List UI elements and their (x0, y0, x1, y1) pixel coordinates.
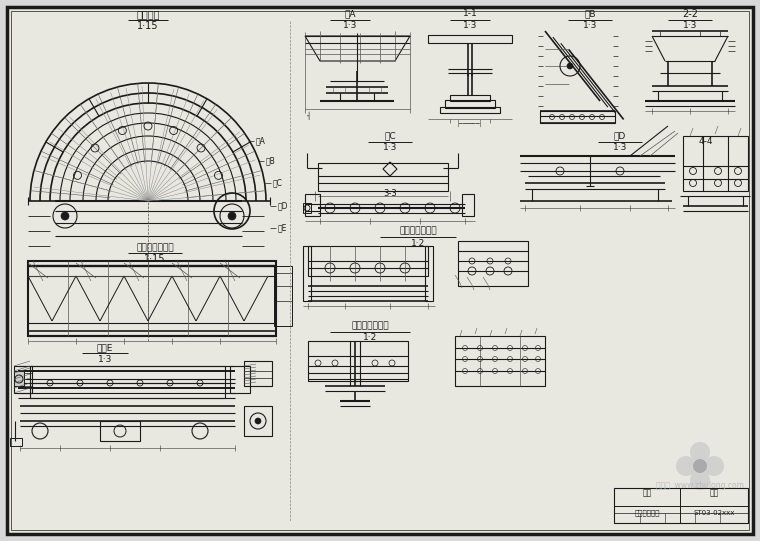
Text: 1·2: 1·2 (411, 239, 425, 247)
Bar (308, 341, 408, 381)
Text: 图名: 图名 (642, 489, 651, 498)
Bar (614, 488, 748, 523)
Text: 3-3: 3-3 (383, 189, 397, 199)
Circle shape (690, 470, 710, 490)
Text: 4-4: 4-4 (698, 136, 713, 146)
Circle shape (676, 456, 696, 476)
Bar (303, 246, 311, 301)
Text: 图号: 图号 (709, 489, 719, 498)
Text: 纵断面图: 纵断面图 (136, 9, 160, 19)
Bar (318, 163, 448, 191)
Text: ┤: ┤ (306, 112, 310, 120)
Text: 横A: 横A (344, 10, 356, 18)
Text: ST03-02xxx: ST03-02xxx (693, 510, 735, 516)
Text: 纵梁平面展示图: 纵梁平面展示图 (136, 243, 174, 253)
Bar (425, 246, 433, 301)
Text: 1·3: 1·3 (583, 22, 597, 30)
Bar (450, 95, 490, 101)
Text: ├──────┤: ├──────┤ (457, 120, 483, 127)
Bar (100, 421, 140, 441)
Bar (305, 194, 320, 216)
Text: 横D: 横D (278, 201, 289, 210)
Bar (455, 336, 545, 386)
Circle shape (255, 418, 261, 424)
Circle shape (61, 212, 69, 220)
Text: 1·3: 1·3 (343, 22, 357, 30)
Text: 横C: 横C (385, 131, 396, 141)
Bar (14, 371, 24, 386)
Text: 横断E: 横断E (97, 344, 113, 353)
Text: 横C: 横C (273, 179, 283, 188)
Circle shape (567, 63, 573, 69)
Bar (614, 513, 748, 523)
Text: 隧洞钢模台车: 隧洞钢模台车 (635, 510, 660, 516)
Text: 1·3: 1·3 (383, 143, 397, 153)
Text: 1-1: 1-1 (463, 10, 477, 18)
Bar (230, 366, 250, 393)
Bar (428, 35, 512, 43)
Circle shape (228, 212, 236, 220)
Bar (30, 366, 225, 398)
Bar (244, 406, 272, 436)
Circle shape (693, 459, 707, 473)
Text: 连接板接头大样: 连接板接头大样 (399, 227, 437, 235)
Text: 1·3: 1·3 (682, 22, 697, 30)
Bar (458, 241, 528, 286)
Bar (28, 261, 276, 336)
Text: 1·15: 1·15 (138, 21, 159, 31)
Circle shape (704, 456, 724, 476)
Circle shape (690, 442, 710, 462)
Text: 1·3: 1·3 (613, 143, 627, 153)
Bar (440, 107, 500, 113)
Bar (244, 361, 272, 386)
Bar (14, 366, 32, 393)
Text: 1·3: 1·3 (463, 22, 477, 30)
Text: 2-2: 2-2 (682, 9, 698, 19)
Text: 横E: 横E (278, 223, 287, 233)
Text: 横B: 横B (266, 156, 276, 166)
Text: 1·2: 1·2 (363, 333, 377, 342)
Text: 1·3: 1·3 (98, 354, 112, 364)
Text: 横A: 横A (256, 136, 266, 146)
Text: 横B: 横B (584, 10, 596, 18)
Text: 1·15: 1·15 (144, 254, 166, 264)
Bar (10, 438, 22, 446)
Bar (462, 194, 474, 216)
Bar (683, 136, 748, 191)
Text: 横隔板接头大样: 横隔板接头大样 (351, 321, 389, 331)
Text: 横D: 横D (614, 131, 626, 141)
Bar (308, 246, 428, 276)
Bar (540, 111, 615, 123)
Bar (445, 100, 495, 108)
Bar (274, 266, 292, 326)
Bar (303, 203, 311, 213)
Text: 筑龙网  www.zhulong.com: 筑龙网 www.zhulong.com (656, 481, 744, 491)
